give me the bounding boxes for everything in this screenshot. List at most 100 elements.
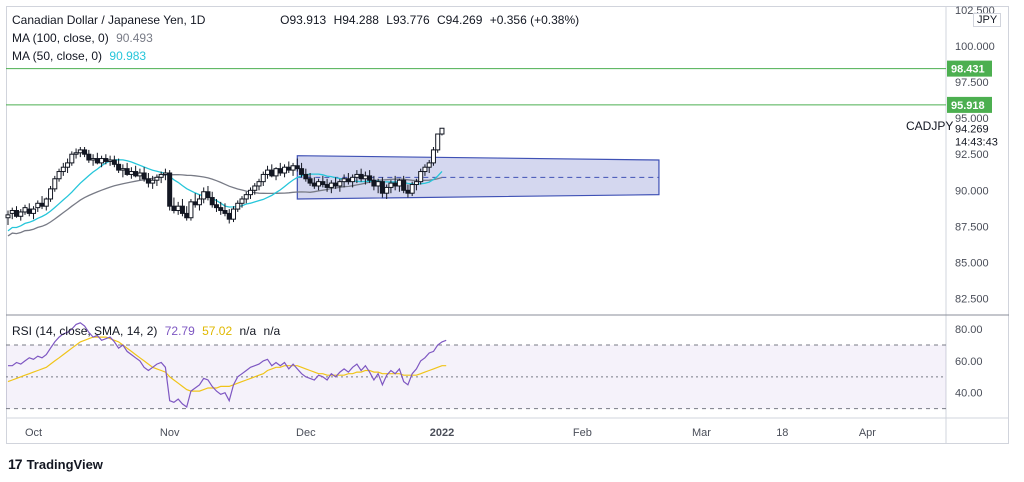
candle[interactable] [286,166,292,171]
candle[interactable] [333,182,339,187]
candle[interactable] [303,173,309,180]
candle[interactable] [201,191,207,200]
rsi-line[interactable] [8,322,447,408]
candle[interactable] [141,172,147,180]
candle[interactable] [320,181,326,186]
candle[interactable] [260,173,266,183]
candle[interactable] [5,214,11,219]
candle[interactable] [213,204,219,209]
candle[interactable] [290,165,296,171]
candle[interactable] [14,210,20,217]
candle[interactable] [371,179,377,187]
currency-label[interactable]: JPY [973,13,1002,27]
candle[interactable] [103,158,109,162]
candle[interactable] [65,162,71,168]
candle[interactable] [179,205,185,214]
candle[interactable] [175,205,181,212]
candle[interactable] [388,182,394,188]
candle[interactable] [422,166,428,173]
tradingview-brand[interactable]: 17 TradingView [8,456,103,472]
candle[interactable] [171,205,177,212]
candle[interactable] [362,175,368,180]
candle[interactable] [209,197,215,206]
candle[interactable] [137,172,143,177]
candle[interactable] [39,202,45,207]
candle[interactable] [328,182,334,188]
candle[interactable] [128,171,134,175]
candle[interactable] [43,198,49,207]
candle[interactable] [239,198,245,204]
candle[interactable] [235,202,241,210]
candle[interactable] [435,133,441,151]
candle[interactable] [133,171,139,177]
candle[interactable] [196,198,202,206]
candle[interactable] [405,189,411,194]
candle[interactable] [273,168,279,177]
candle[interactable] [307,178,313,184]
candle[interactable] [324,184,330,188]
candle[interactable] [341,178,347,183]
candle[interactable] [316,181,322,187]
candle[interactable] [99,158,105,164]
candle[interactable] [222,210,228,214]
candle[interactable] [392,182,398,187]
candle[interactable] [226,212,232,220]
candle[interactable] [256,181,262,187]
candle[interactable] [26,208,32,214]
candle[interactable] [218,207,224,212]
candle[interactable] [426,162,432,168]
candle[interactable] [154,176,160,181]
candle[interactable] [22,207,28,213]
candle[interactable] [282,166,288,174]
candle[interactable] [367,175,373,181]
candle[interactable] [18,211,24,217]
candle[interactable] [124,168,130,175]
candle[interactable] [158,173,164,178]
candle[interactable] [401,179,407,191]
candle[interactable] [120,168,126,171]
candle[interactable] [90,158,96,161]
candle[interactable] [299,168,305,175]
candle[interactable] [86,153,92,161]
candle[interactable] [184,212,190,219]
candle[interactable] [188,201,194,219]
legend-rsi[interactable]: RSI (14, close, SMA, 14, 2) 72.79 57.02 … [12,324,284,338]
candle[interactable] [350,176,356,183]
candle[interactable] [396,179,402,187]
candle[interactable] [311,182,317,187]
candle[interactable] [337,181,343,187]
candle[interactable] [192,201,198,206]
candle[interactable] [82,149,88,155]
candle[interactable] [77,149,83,154]
candle[interactable] [269,169,275,177]
candle[interactable] [69,153,75,164]
candle[interactable] [116,163,122,171]
candle[interactable] [409,184,415,194]
candle[interactable] [430,149,436,164]
rsi-sma-line[interactable] [7,336,447,392]
candle[interactable] [384,186,390,194]
candle[interactable] [230,208,236,220]
candle[interactable] [31,208,37,214]
candle[interactable] [248,189,254,196]
candle[interactable] [56,171,62,180]
candle[interactable] [167,172,173,207]
candle[interactable] [439,127,445,135]
candle[interactable] [9,210,15,214]
candle[interactable] [48,188,54,200]
legend-ma50[interactable]: MA (50, close, 0) 90.983 [12,49,150,63]
candle[interactable] [145,178,151,184]
candle[interactable] [345,178,351,183]
candle[interactable] [294,165,300,170]
candle[interactable] [413,181,419,186]
legend-ma100[interactable]: MA (100, close, 0) 90.493 [12,31,157,45]
candle[interactable] [358,173,364,180]
candle[interactable] [379,181,385,194]
candle[interactable] [354,173,360,178]
candle[interactable] [60,166,66,173]
candle[interactable] [418,171,424,183]
candle[interactable] [35,202,41,209]
candle[interactable] [52,178,58,190]
candle[interactable] [243,194,249,200]
